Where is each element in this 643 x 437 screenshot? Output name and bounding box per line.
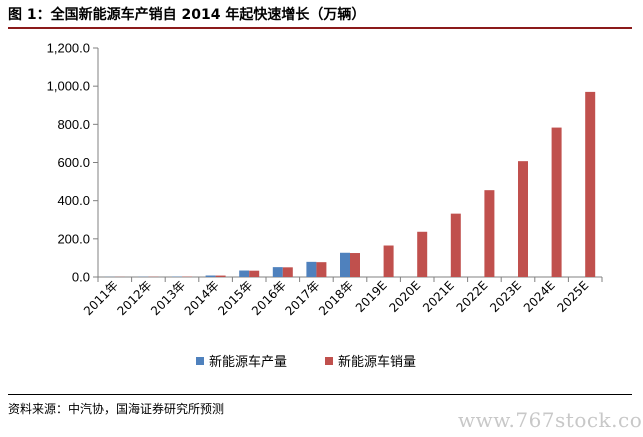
x-tick-label: 2022E <box>454 278 491 315</box>
legend-sales-swatch <box>325 357 333 365</box>
sales-bar <box>350 253 360 277</box>
y-axis: 0.0 200.0 400.0 600.0 800.0 1,000.0 1,200.0 <box>47 41 99 285</box>
x-tick-label: 2017年 <box>283 278 323 318</box>
sales-bar <box>282 267 293 277</box>
legend-sales-label: 新能源车销量 <box>338 354 416 370</box>
x-tick-label: 2016年 <box>249 278 289 318</box>
source-rule <box>8 394 632 395</box>
legend-production-swatch <box>196 357 204 365</box>
sales-bar <box>551 127 562 277</box>
x-axis: 2011年2012年2013年2014年2015年2016年2017年2018年… <box>81 276 603 318</box>
sales-bar <box>450 213 461 277</box>
source-note: 资料来源：中汽协，国海证券研究所预测 <box>8 402 225 416</box>
sales-bar <box>316 262 327 277</box>
x-tick-label: 2015年 <box>215 278 255 318</box>
y-tick-label: 600.0 <box>57 155 90 170</box>
y-tick-label: 400.0 <box>57 193 90 208</box>
bars <box>104 91 596 278</box>
title-rule <box>8 27 632 29</box>
y-tick-label: 800.0 <box>57 117 90 132</box>
y-tick-label: 0.0 <box>72 270 90 285</box>
x-tick-label: 2019E <box>353 278 390 315</box>
x-tick-label: 2023E <box>487 278 524 315</box>
sales-bar <box>417 231 428 277</box>
y-tick-label: 1,000.0 <box>47 79 90 94</box>
x-tick-label: 2014年 <box>182 278 222 318</box>
x-tick-label: 2024E <box>521 278 558 315</box>
legend: 新能源车产量 新能源车销量 <box>196 354 416 370</box>
sales-bar <box>383 245 394 277</box>
production-bar <box>239 270 250 277</box>
sales-bar <box>215 275 226 277</box>
y-tick-label: 1,200.0 <box>47 41 90 56</box>
x-tick-label: 2021E <box>420 278 457 315</box>
x-tick-label: 2012年 <box>115 278 155 318</box>
figure-title: 图 1：全国新能源车产销自 2014 年起快速增长（万辆） <box>8 7 366 23</box>
production-bar <box>205 275 216 277</box>
legend-production-label: 新能源车产量 <box>209 354 287 370</box>
x-tick-label: 2025E <box>554 278 591 315</box>
production-bar <box>272 267 283 277</box>
sales-bar <box>585 91 596 278</box>
sales-bar <box>518 161 528 277</box>
x-tick-label: 2013年 <box>148 278 188 318</box>
x-tick-label: 2018年 <box>316 278 356 318</box>
x-tick-label: 2020E <box>386 278 423 315</box>
production-bar <box>340 252 350 277</box>
production-bar <box>306 261 317 277</box>
y-tick-label: 200.0 <box>57 231 90 246</box>
sales-bar <box>484 190 495 277</box>
sales-bar <box>249 270 260 277</box>
watermark: www.767stock.com <box>458 408 643 432</box>
